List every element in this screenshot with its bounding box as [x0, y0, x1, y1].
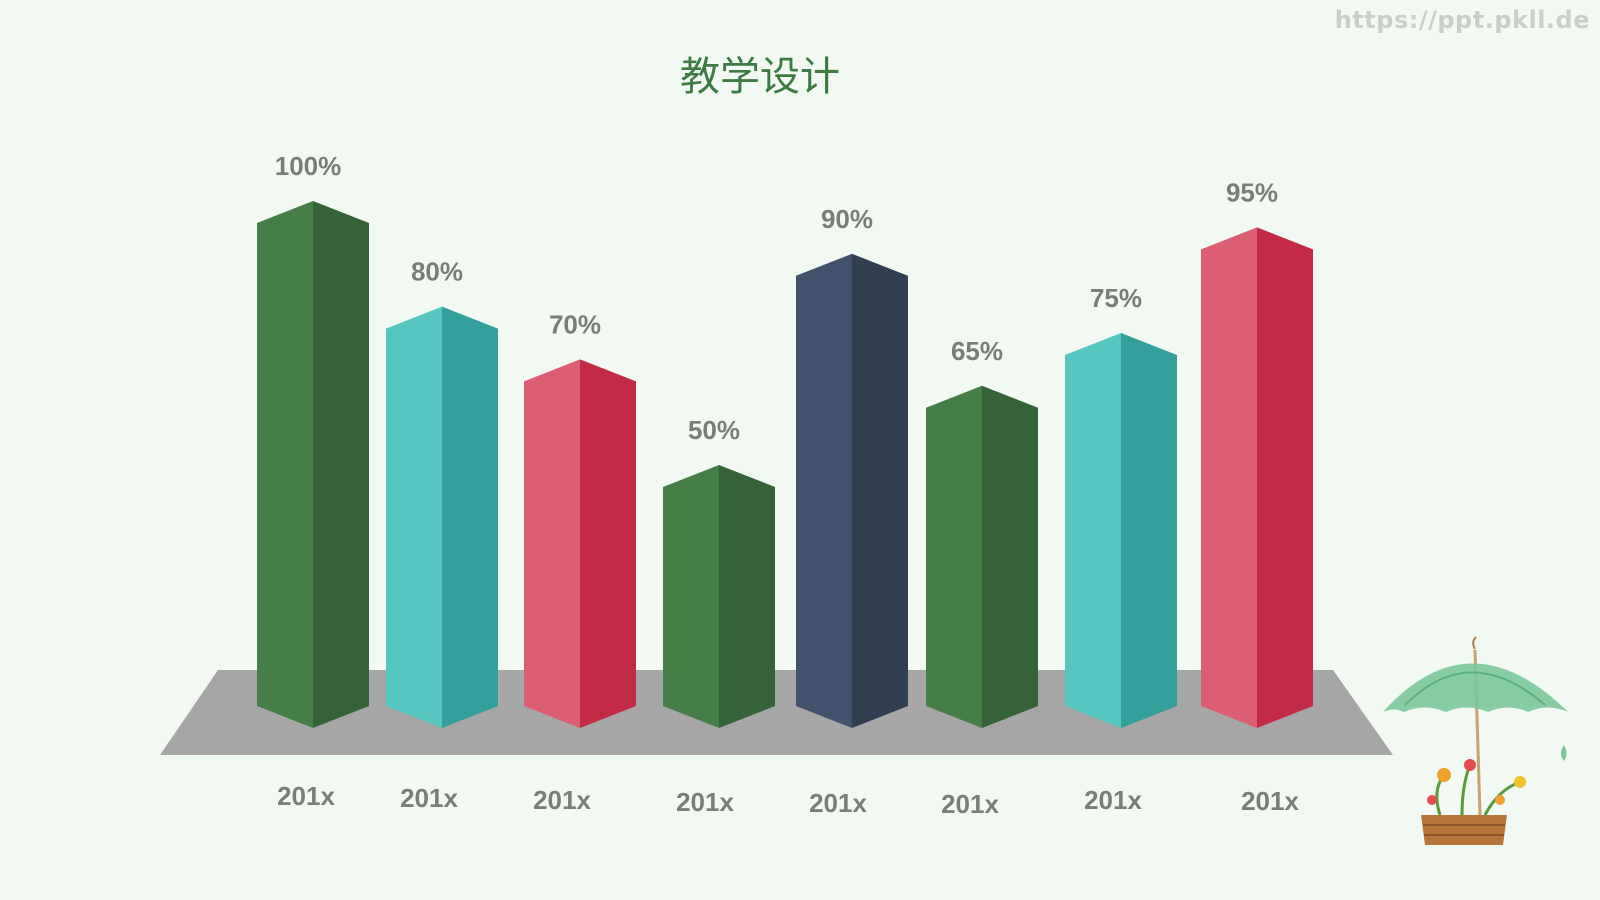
- category-label-6: 201x: [941, 789, 999, 819]
- bar-1-value-label: 100%: [275, 151, 342, 181]
- watermark: https://ppt.pkll.de: [1334, 6, 1590, 34]
- bar-6-value-label: 65%: [951, 336, 1003, 366]
- bar-2-front: [386, 306, 442, 728]
- bar-6-front: [926, 385, 982, 728]
- umbrella-plant-decoration: [1383, 636, 1568, 845]
- bar-7-front: [1065, 333, 1121, 728]
- category-labels-group: 201x 201x 201x 201x 201x 201x 201x 201x: [277, 781, 1299, 819]
- bar-2-side: [442, 306, 498, 728]
- bar-5-value-label: 90%: [821, 204, 873, 234]
- category-label-5: 201x: [809, 788, 867, 818]
- value-labels-group: 100% 80% 70% 50% 90% 65% 75% 95%: [275, 151, 1278, 445]
- category-label-7: 201x: [1084, 785, 1142, 815]
- bar-1-front: [257, 201, 313, 728]
- bar-4-value-label: 50%: [688, 415, 740, 445]
- chart-title: 教学设计: [680, 54, 840, 100]
- category-label-4: 201x: [676, 787, 734, 817]
- bar-1-side: [313, 201, 369, 728]
- bar-3-side: [580, 359, 636, 728]
- bar-4-front: [663, 465, 719, 728]
- bars-group: [257, 201, 1313, 729]
- category-label-8: 201x: [1241, 786, 1299, 816]
- bar-5-side: [852, 253, 908, 729]
- bar-5-front: [796, 253, 852, 729]
- bar-8-value-label: 95%: [1226, 177, 1278, 207]
- bar-4-side: [719, 465, 775, 728]
- category-label-2: 201x: [400, 783, 458, 813]
- bar-3-value-label: 70%: [549, 309, 601, 339]
- category-label-3: 201x: [533, 785, 591, 815]
- bar-8-side: [1257, 227, 1313, 728]
- bar-7-side: [1121, 333, 1177, 728]
- bar-8-front: [1201, 227, 1257, 728]
- category-label-1: 201x: [277, 781, 335, 811]
- bar-7-value-label: 75%: [1090, 283, 1142, 313]
- bar-2-value-label: 80%: [411, 257, 463, 287]
- bar-6-side: [982, 385, 1038, 728]
- bar-3-front: [524, 359, 580, 728]
